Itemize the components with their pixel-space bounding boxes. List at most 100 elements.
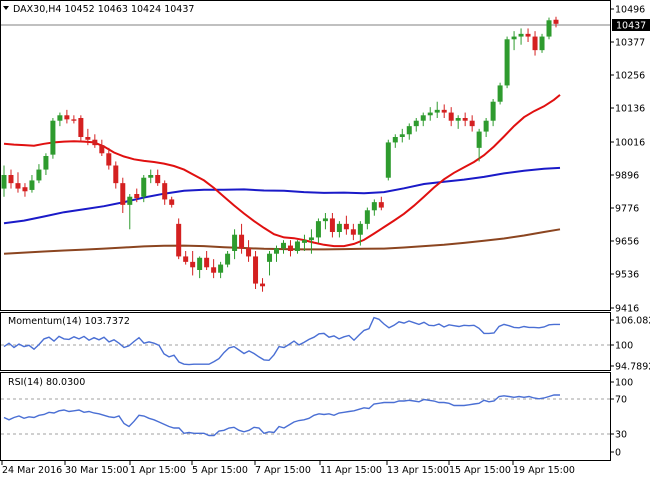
candle: [267, 251, 273, 276]
candle: [350, 223, 356, 241]
candle: [64, 109, 70, 124]
rsi-label: RSI(14) 80.0300: [8, 377, 85, 388]
candle-body: [29, 180, 35, 190]
candle-body: [155, 175, 161, 184]
candle: [462, 112, 468, 127]
candle: [406, 123, 412, 140]
price-tick-label: 10016: [615, 138, 645, 149]
candle-body: [190, 261, 196, 268]
candle: [336, 221, 342, 238]
momentum-line-group: [3, 316, 560, 366]
candle-body: [469, 120, 475, 127]
rsi-tick-label: 0: [615, 448, 621, 459]
candle: [427, 107, 433, 121]
candle-body: [43, 156, 49, 170]
candle: [85, 128, 91, 146]
candle-body: [106, 153, 112, 166]
candle-body: [274, 248, 280, 254]
candle-body: [239, 234, 245, 249]
time-tick-label: 13 Apr 15:00: [387, 465, 449, 476]
time-tick-label: 5 Apr 15:00: [192, 465, 248, 476]
momentum-tick-label: 100: [615, 341, 633, 352]
rsi-axis: 100 70 30 0: [610, 378, 633, 459]
candle-body: [518, 33, 524, 37]
candle: [155, 169, 161, 186]
candle-body: [78, 118, 84, 137]
candle-body: [546, 20, 552, 37]
candle: [113, 161, 119, 189]
candle-body: [232, 234, 238, 251]
candle: [8, 169, 14, 189]
candle-body: [162, 183, 168, 200]
candle: [204, 251, 210, 270]
candle-body: [127, 196, 133, 205]
candle-body: [15, 183, 21, 189]
candle-body: [50, 120, 56, 155]
candle-body: [385, 142, 391, 178]
candle: [183, 251, 189, 265]
candle-body: [294, 241, 300, 251]
candle: [525, 28, 531, 42]
candle-body: [427, 112, 433, 116]
candle: [92, 134, 98, 148]
candle: [274, 245, 280, 262]
candle: [176, 218, 182, 260]
candle-body: [148, 175, 154, 178]
candle: [106, 147, 112, 170]
candle: [71, 115, 77, 124]
candle-body: [218, 264, 224, 273]
candle-body: [336, 223, 342, 232]
candle-body: [455, 118, 461, 121]
candle-body: [253, 256, 259, 284]
candle: [357, 221, 363, 246]
candle: [392, 134, 398, 148]
candle: [50, 118, 56, 159]
price-tick-label: 10136: [615, 104, 645, 115]
candle: [294, 240, 300, 254]
momentum-label: Momentum(14) 103.7372: [8, 316, 130, 327]
candle: [287, 240, 293, 257]
time-tick-label: 7 Apr 15:00: [255, 465, 311, 476]
candle-body: [350, 229, 356, 235]
candle-body: [71, 119, 77, 121]
candle-body: [36, 169, 42, 181]
candle-body: [211, 267, 217, 273]
candle: [253, 251, 259, 289]
momentum-tick-label: 94.7892: [615, 362, 650, 373]
candle-body: [308, 237, 314, 241]
candle: [232, 229, 238, 260]
price-tick-label: 9536: [615, 270, 639, 281]
time-tick-label: 11 Apr 15:00: [320, 465, 382, 476]
candle-body: [22, 187, 28, 192]
candle-body: [406, 126, 412, 135]
candle-body: [420, 115, 426, 121]
candle: [490, 99, 496, 127]
current-price-box: [612, 19, 650, 31]
candle: [169, 196, 175, 208]
candle-body: [448, 112, 454, 121]
main-panel-frame: [0, 0, 611, 311]
ma200-line: [3, 228, 561, 255]
time-tick-label: 19 Apr 15:00: [513, 465, 575, 476]
candle-body: [92, 139, 98, 146]
candle: [57, 112, 63, 127]
candle: [29, 175, 35, 193]
chart-dropdown-icon[interactable]: [3, 6, 9, 10]
rsi-line-group: [3, 394, 560, 437]
candle: [476, 128, 482, 162]
candle-body: [371, 202, 377, 211]
candle-body: [183, 256, 189, 262]
candle-body: [532, 36, 538, 51]
candle: [22, 183, 28, 197]
candle: [99, 139, 105, 156]
candle-body: [287, 245, 293, 251]
price-tick-label: 9656: [615, 237, 639, 248]
ma100-line: [3, 166, 561, 225]
candle-body: [392, 137, 398, 143]
candle-body: [490, 101, 496, 121]
time-tick-label: 30 Mar 15:00: [65, 465, 128, 476]
candle-body: [99, 145, 105, 154]
price-axis: 10496 10377 10256 10136 10016 9896 9776 9656 953…: [610, 5, 645, 315]
candle: [343, 215, 349, 235]
candle-body: [1, 175, 7, 189]
